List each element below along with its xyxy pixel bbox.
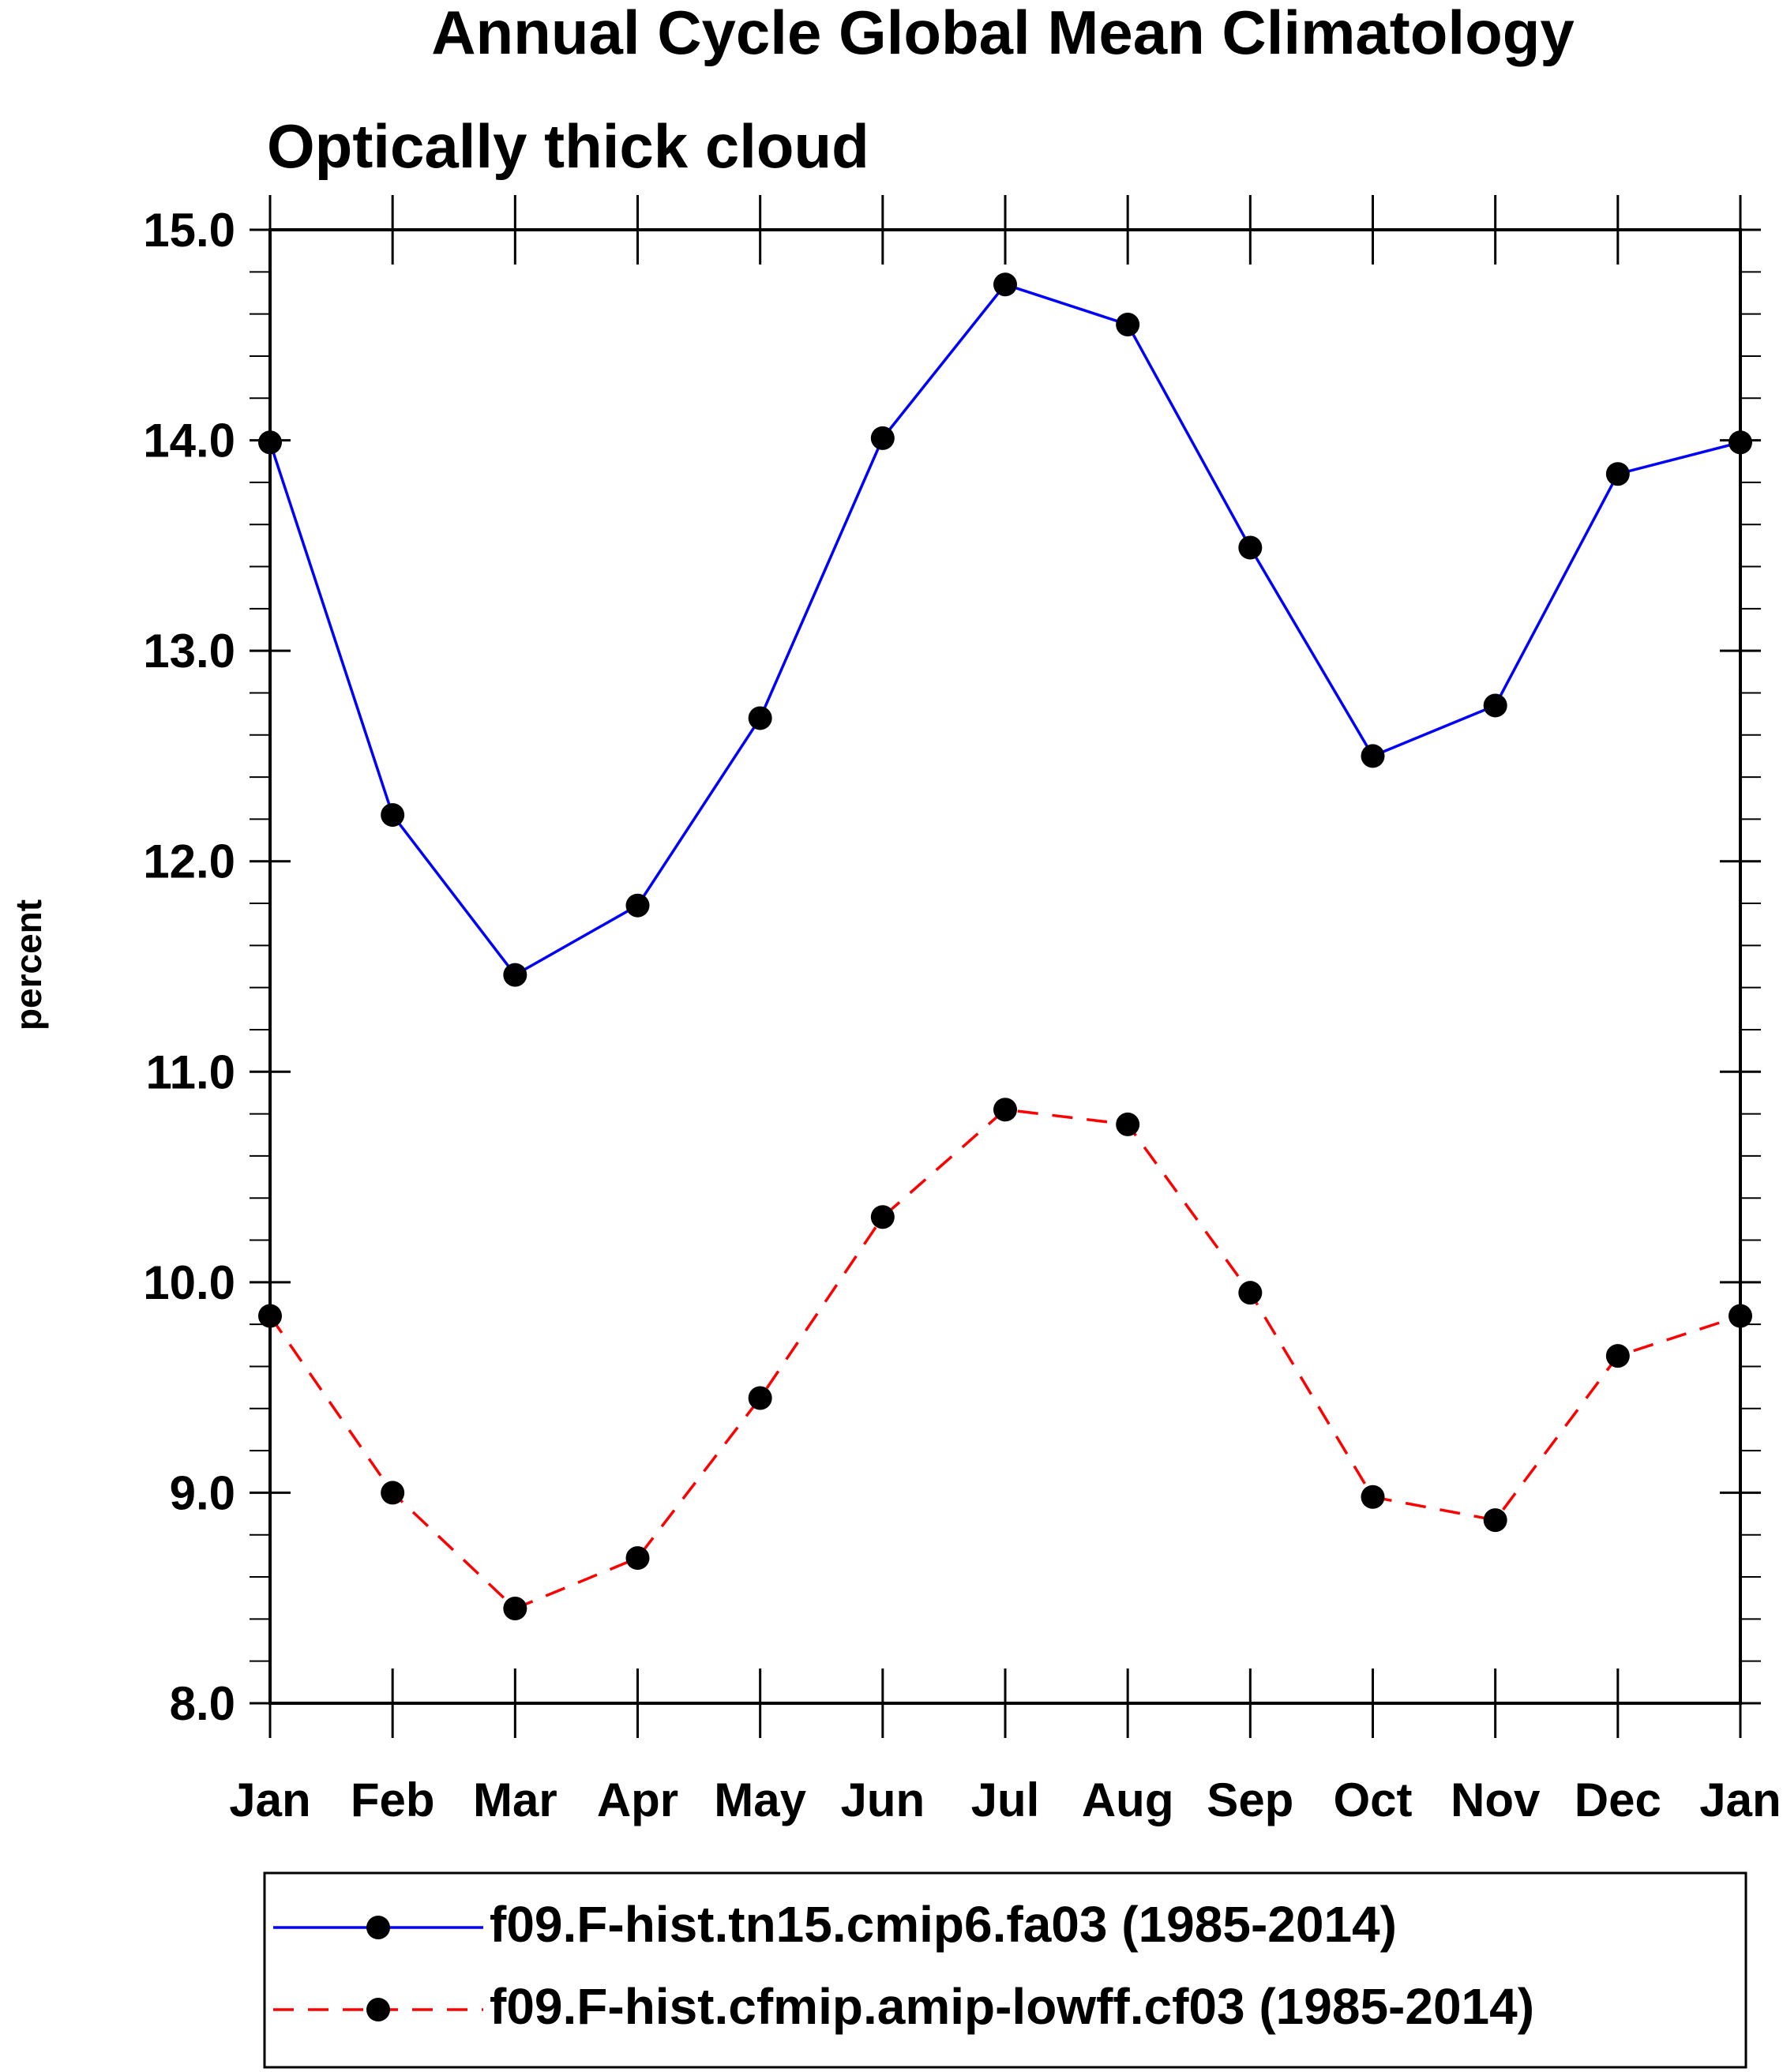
legend: f09.F-hist.tn15.cmip6.fa03 (1985-2014) f… bbox=[263, 1871, 1747, 2069]
x-tick-label: Jan bbox=[1699, 1774, 1781, 1826]
x-tick-label: Feb bbox=[351, 1774, 435, 1826]
x-tick-label: Jan bbox=[229, 1774, 310, 1826]
chart-subtitle: Optically thick cloud bbox=[267, 111, 869, 181]
y-tick-label: 15.0 bbox=[143, 204, 235, 257]
legend-label-series-2: f09.F-hist.cfmip.amip-lowff.cf03 (1985-2… bbox=[490, 1978, 1534, 2035]
x-tick-label: Nov bbox=[1451, 1774, 1541, 1826]
y-tick-label: 8.0 bbox=[170, 1677, 235, 1730]
x-tick-labels: Jan Feb Mar Apr May Jun Jul Aug Sep Oct Nov Dec Jan bbox=[229, 1774, 1781, 1826]
legend-box bbox=[263, 1871, 1747, 2069]
data-point-series-2 bbox=[1116, 1112, 1140, 1136]
series-line-1 bbox=[268, 283, 1741, 977]
data-point-series-2 bbox=[993, 1098, 1017, 1122]
series-markers bbox=[258, 272, 1752, 1621]
x-tick-label: Dec bbox=[1575, 1774, 1661, 1826]
y-tick-label: 11.0 bbox=[146, 1045, 235, 1098]
x-tick-label: Oct bbox=[1333, 1774, 1412, 1826]
x-tick-label: May bbox=[714, 1774, 806, 1826]
y-tick-labels: 8.0 9.0 10.0 11.0 12.0 13.0 14.0 15.0 bbox=[143, 204, 235, 1730]
data-point-series-1 bbox=[1361, 744, 1385, 768]
data-point-series-1 bbox=[748, 706, 772, 730]
y-tick-label: 9.0 bbox=[170, 1466, 235, 1519]
chart-title: Annual Cycle Global Mean Climatology bbox=[431, 0, 1575, 67]
data-point-series-1 bbox=[1116, 312, 1140, 336]
legend-marker-series-2 bbox=[366, 1998, 390, 2021]
data-point-series-2 bbox=[381, 1481, 405, 1505]
x-tick-label: Apr bbox=[597, 1774, 678, 1826]
data-point-series-2 bbox=[1361, 1485, 1385, 1509]
data-point-series-2 bbox=[748, 1386, 772, 1410]
legend-label-series-1: f09.F-hist.tn15.cmip6.fa03 (1985-2014) bbox=[490, 1896, 1397, 1953]
data-point-series-1 bbox=[993, 272, 1017, 297]
series-lines bbox=[268, 283, 1741, 1611]
data-point-series-2 bbox=[625, 1546, 650, 1571]
x-tick-label: Jun bbox=[840, 1774, 925, 1826]
x-tick-label: Mar bbox=[473, 1774, 557, 1826]
y-tick-label: 13.0 bbox=[143, 625, 235, 678]
x-tick-label: Jul bbox=[971, 1774, 1040, 1826]
series-line-2 bbox=[268, 1108, 1741, 1611]
x-tick-label: Sep bbox=[1207, 1774, 1293, 1826]
data-point-series-1 bbox=[503, 963, 527, 987]
data-point-series-2 bbox=[1483, 1508, 1507, 1533]
data-point-series-2 bbox=[1605, 1344, 1630, 1368]
plot-frame bbox=[268, 228, 1742, 1705]
data-point-series-1 bbox=[625, 893, 650, 918]
y-axis-label: percent bbox=[8, 899, 49, 1030]
data-point-series-2 bbox=[503, 1597, 527, 1621]
data-point-series-2 bbox=[1238, 1281, 1263, 1305]
legend-marker-series-1 bbox=[366, 1916, 390, 1939]
data-point-series-1 bbox=[381, 803, 405, 828]
x-tick-label: Aug bbox=[1082, 1774, 1174, 1826]
y-tick-label: 14.0 bbox=[143, 415, 235, 467]
data-point-series-1 bbox=[1605, 462, 1630, 486]
data-point-series-1 bbox=[870, 426, 895, 450]
data-point-series-2 bbox=[870, 1205, 895, 1229]
y-tick-label: 10.0 bbox=[143, 1256, 235, 1309]
data-point-series-1 bbox=[1238, 535, 1263, 560]
y-tick-label: 12.0 bbox=[143, 835, 235, 888]
axis-ticks bbox=[250, 195, 1761, 1738]
data-point-series-1 bbox=[1483, 693, 1507, 718]
